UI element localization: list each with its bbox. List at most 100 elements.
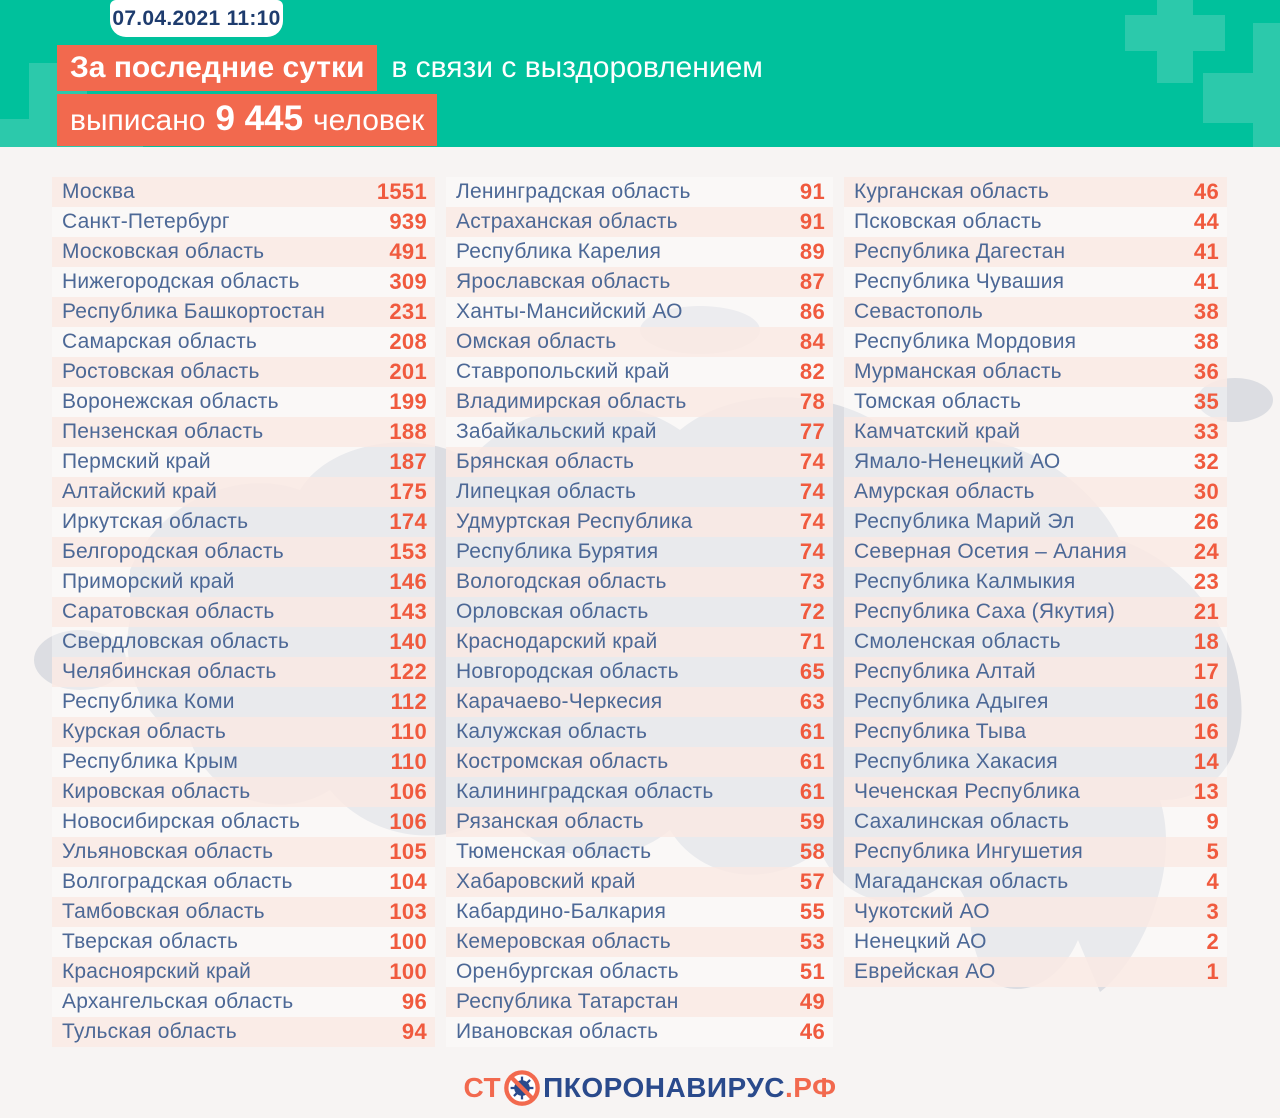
region-value: 72 (799, 599, 825, 624)
table-row: Псковская область 44 (844, 207, 1227, 237)
table-row: Московская область 491 (52, 237, 435, 267)
region-name: Республика Бурятия (456, 540, 659, 563)
region-value: 175 (389, 479, 427, 504)
region-value: 86 (799, 299, 825, 324)
table-row: Приморский край 146 (52, 567, 435, 597)
total-discharged-number: 9 445 (215, 99, 304, 138)
region-name: Хабаровский край (456, 870, 636, 893)
region-value: 32 (1193, 449, 1219, 474)
region-name: Республика Ингушетия (854, 840, 1084, 863)
region-name: Воронежская область (62, 390, 279, 413)
region-value: 78 (799, 389, 825, 414)
table-row: Республика Карелия 89 (446, 237, 833, 267)
region-value: 110 (390, 749, 427, 774)
region-value: 36 (1193, 359, 1219, 384)
table-row: Сахалинская область 9 (844, 807, 1227, 837)
region-value: 46 (1193, 179, 1219, 204)
date-text: 07.04.2021 11:10 (112, 6, 281, 30)
region-value: 16 (1193, 689, 1219, 714)
logo-prefix: СТ (463, 1072, 502, 1103)
table-row: Саратовская область 143 (52, 597, 435, 627)
region-name: Костромская область (456, 750, 669, 773)
title-line2-box: выписано 9 445 человек (57, 94, 438, 146)
table-row: Магаданская область 4 (844, 867, 1227, 897)
region-name: Республика Саха (Якутия) (854, 600, 1116, 623)
region-name: Северная Осетия – Алания (854, 540, 1127, 563)
region-name: Ханты-Мансийский АО (456, 300, 683, 323)
region-name: Омская область (456, 330, 617, 353)
table-column-2: Ленинградская область 91 Астраханская обла… (446, 177, 833, 1047)
date-badge: 07.04.2021 11:10 (110, 0, 283, 37)
region-name: Республика Мордовия (854, 330, 1077, 353)
region-name: Новосибирская область (62, 810, 301, 833)
table-row: Чукотский АО 3 (844, 897, 1227, 927)
table-row: Тюменская область 58 (446, 837, 833, 867)
table-row: Республика Саха (Якутия) 21 (844, 597, 1227, 627)
table-row: Челябинская область 122 (52, 657, 435, 687)
title-line2-pre: выписано (70, 104, 206, 137)
region-value: 73 (799, 569, 825, 594)
region-value: 21 (1193, 599, 1219, 624)
region-value: 82 (799, 359, 825, 384)
region-value: 61 (799, 779, 825, 804)
region-value: 61 (799, 719, 825, 744)
table-row: Камчатский край 33 (844, 417, 1227, 447)
table-column-1: Москва 1551 Санкт-Петербург 939 Московская о… (52, 177, 435, 1047)
stopcoronavirus-logo: СТ ПКОРОНАВИРУС .РФ (464, 1069, 837, 1107)
logo-main: ПКОРОНАВИРУС (543, 1072, 785, 1103)
region-value: 49 (799, 989, 825, 1014)
region-value: 9 (1206, 809, 1219, 834)
region-value: 105 (389, 839, 427, 864)
region-value: 59 (799, 809, 825, 834)
table-row: Свердловская область 140 (52, 627, 435, 657)
region-name: Пензенская область (62, 420, 264, 443)
region-value: 74 (799, 509, 825, 534)
region-name: Республика Дагестан (854, 240, 1066, 263)
region-value: 140 (389, 629, 427, 654)
plus-decoration (1157, 0, 1193, 83)
region-name: Псковская область (854, 210, 1042, 233)
region-name: Республика Коми (62, 690, 235, 713)
table-row: Кировская область 106 (52, 777, 435, 807)
table-row: Калининградская область 61 (446, 777, 833, 807)
table-row: Костромская область 61 (446, 747, 833, 777)
region-name: Пермский край (62, 450, 211, 473)
region-value: 57 (799, 869, 825, 894)
region-name: Курская область (62, 720, 226, 743)
region-name: Свердловская область (62, 630, 290, 653)
region-value: 63 (799, 689, 825, 714)
region-value: 14 (1193, 749, 1219, 774)
table-row: Владимирская область 78 (446, 387, 833, 417)
table-row: Республика Хакасия 14 (844, 747, 1227, 777)
table-row: Ярославская область 87 (446, 267, 833, 297)
region-name: Ямало-Ненецкий АО (854, 450, 1061, 473)
table-row: Республика Адыгея 16 (844, 687, 1227, 717)
table-row: Краснодарский край 71 (446, 627, 833, 657)
region-value: 16 (1193, 719, 1219, 744)
table-row: Курская область 110 (52, 717, 435, 747)
region-value: 18 (1193, 629, 1219, 654)
region-name: Тамбовская область (62, 900, 265, 923)
table-row: Ямало-Ненецкий АО 32 (844, 447, 1227, 477)
region-name: Ненецкий АО (854, 930, 987, 953)
region-value: 100 (389, 959, 427, 984)
region-name: Рязанская область (456, 810, 644, 833)
region-value: 491 (389, 239, 427, 264)
table-row: Республика Башкортостан 231 (52, 297, 435, 327)
table-row: Ставропольский край 82 (446, 357, 833, 387)
region-name: Севастополь (854, 300, 983, 323)
table-row: Пермский край 187 (52, 447, 435, 477)
region-value: 2 (1206, 929, 1219, 954)
region-name: Московская область (62, 240, 265, 263)
table-row: Алтайский край 175 (52, 477, 435, 507)
region-value: 23 (1193, 569, 1219, 594)
region-value: 143 (389, 599, 427, 624)
region-value: 77 (799, 419, 825, 444)
table-row: Ленинградская область 91 (446, 177, 833, 207)
table-row: Республика Чувашия 41 (844, 267, 1227, 297)
region-name: Орловская область (456, 600, 649, 623)
region-name: Республика Марий Эл (854, 510, 1075, 533)
region-value: 96 (401, 989, 427, 1014)
region-value: 208 (389, 329, 427, 354)
table-row: Смоленская область 18 (844, 627, 1227, 657)
